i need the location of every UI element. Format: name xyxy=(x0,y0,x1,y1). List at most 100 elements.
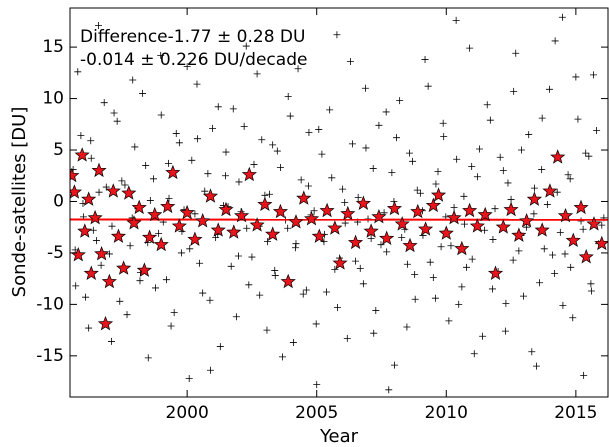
y-tick-label: -15 xyxy=(36,346,64,366)
data-point xyxy=(388,169,396,177)
data-point xyxy=(193,80,201,88)
data-point xyxy=(361,84,369,92)
data-point xyxy=(356,264,364,272)
data-point xyxy=(303,211,320,226)
data-point xyxy=(155,229,163,237)
data-point xyxy=(504,179,512,187)
data-point xyxy=(101,273,117,289)
data-point xyxy=(235,178,243,186)
data-point xyxy=(97,315,114,331)
data-point xyxy=(385,386,393,394)
data-point xyxy=(545,85,553,93)
data-point xyxy=(77,223,93,238)
data-point xyxy=(273,147,281,155)
data-point xyxy=(486,116,494,124)
data-point xyxy=(439,119,447,127)
data-point xyxy=(94,246,110,261)
data-point xyxy=(416,189,424,197)
data-point xyxy=(102,183,110,191)
data-point xyxy=(131,199,147,215)
data-point xyxy=(253,70,261,78)
data-point xyxy=(438,225,454,240)
data-point xyxy=(488,285,496,293)
data-point xyxy=(394,216,410,231)
data-point xyxy=(447,242,455,250)
data-point xyxy=(426,258,434,266)
data-point xyxy=(348,140,356,148)
data-point xyxy=(538,114,546,122)
data-point xyxy=(386,200,403,216)
data-point xyxy=(196,259,204,267)
data-point xyxy=(437,243,445,251)
data-point xyxy=(245,281,253,289)
data-point xyxy=(371,208,387,224)
data-point xyxy=(85,324,93,332)
data-point xyxy=(523,223,531,231)
data-point xyxy=(315,125,323,133)
data-point xyxy=(243,224,251,232)
data-point xyxy=(144,354,152,362)
data-point xyxy=(396,97,404,105)
data-point xyxy=(559,301,567,309)
data-point xyxy=(110,109,118,117)
data-point xyxy=(594,235,608,251)
data-point xyxy=(258,136,266,144)
data-point xyxy=(430,187,447,202)
data-point xyxy=(551,270,559,278)
data-point xyxy=(108,222,116,230)
data-point xyxy=(517,146,525,154)
x-tick-label: 2015 xyxy=(554,403,597,423)
data-point xyxy=(501,327,509,335)
data-point xyxy=(202,188,219,203)
data-point xyxy=(532,362,540,370)
data-point xyxy=(312,320,320,328)
data-point xyxy=(81,191,97,206)
data-point xyxy=(107,337,115,345)
data-point xyxy=(177,249,185,257)
data-point xyxy=(577,217,585,225)
data-point xyxy=(311,228,327,243)
data-point xyxy=(496,153,504,161)
data-point xyxy=(152,284,160,292)
data-point xyxy=(540,245,548,253)
data-point xyxy=(165,164,181,180)
data-point xyxy=(578,249,594,264)
data-point xyxy=(519,213,535,228)
data-point xyxy=(340,205,356,221)
data-point xyxy=(511,227,527,242)
data-point xyxy=(538,166,546,174)
data-point xyxy=(92,237,100,245)
axes: 2000 2005 2010 2015 -15 -10 -5 0 5 10 15 xyxy=(36,8,608,423)
data-point xyxy=(475,145,483,153)
data-point xyxy=(229,105,237,113)
data-point xyxy=(550,149,566,164)
data-point xyxy=(113,117,121,125)
data-point xyxy=(341,219,349,227)
data-point xyxy=(411,295,419,303)
x-tick-label: 2010 xyxy=(425,403,468,423)
data-point xyxy=(383,248,391,256)
data-point xyxy=(479,332,487,340)
data-point xyxy=(536,279,544,287)
data-point xyxy=(263,238,271,246)
data-point xyxy=(284,93,292,101)
data-point xyxy=(421,55,429,63)
data-point xyxy=(157,111,165,119)
data-point xyxy=(323,288,331,296)
data-point xyxy=(339,185,347,193)
data-point xyxy=(70,167,80,183)
data-point xyxy=(194,135,202,143)
data-point xyxy=(450,204,458,212)
data-point xyxy=(411,271,419,279)
y-tick-label: 5 xyxy=(53,140,64,160)
data-point xyxy=(195,213,211,228)
data-point xyxy=(586,216,602,231)
data-point xyxy=(580,371,588,379)
data-point xyxy=(331,265,339,273)
data-point xyxy=(265,226,281,241)
data-point xyxy=(452,16,460,24)
data-point xyxy=(566,175,574,183)
data-point xyxy=(507,195,515,203)
x-tick-label: 2000 xyxy=(166,403,209,423)
data-point xyxy=(126,215,142,230)
